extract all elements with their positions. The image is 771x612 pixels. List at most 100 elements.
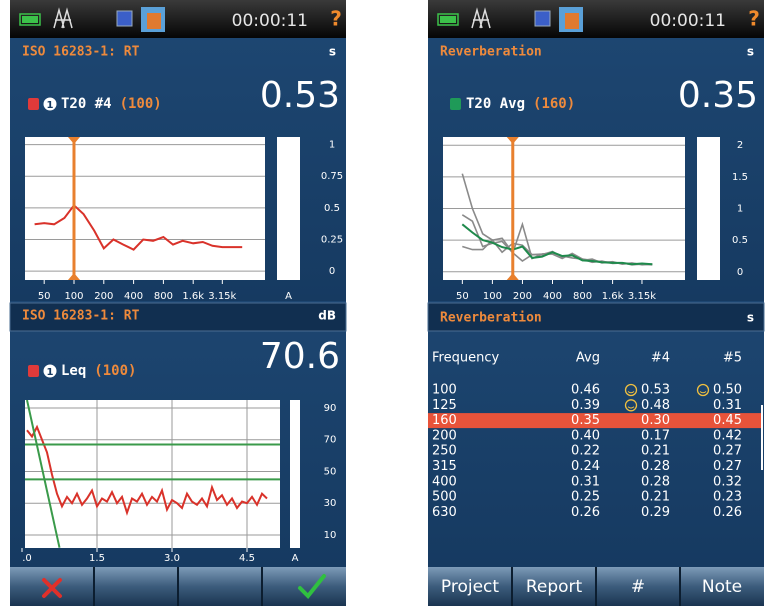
table-cell[interactable]: 0.26 bbox=[713, 505, 742, 520]
panel-title: ISO 16283-1: RT bbox=[22, 45, 140, 60]
battery-icon bbox=[19, 13, 41, 26]
table-cell[interactable]: 0.28 bbox=[641, 474, 670, 489]
panel-unit: s bbox=[747, 311, 754, 325]
x-tick-label: 4.5 bbox=[239, 553, 255, 564]
table-cell[interactable]: 0.53 bbox=[641, 383, 670, 398]
x-tick-label: 800 bbox=[154, 291, 173, 302]
readout-frequency: (100) bbox=[120, 96, 162, 112]
data-line bbox=[461, 223, 653, 266]
readout-frequency: (100) bbox=[94, 363, 136, 379]
x-tick-label: 100 bbox=[64, 291, 83, 302]
x-tick-label: 3.0 bbox=[164, 553, 180, 564]
table-cell[interactable]: 200 bbox=[432, 428, 457, 443]
table-cell[interactable]: 0.46 bbox=[571, 383, 600, 398]
y-tick-label: 90 bbox=[324, 403, 337, 414]
table-cell[interactable]: 315 bbox=[432, 459, 457, 474]
data-line bbox=[34, 203, 243, 251]
panel-unit: s bbox=[329, 45, 336, 59]
status-icon bbox=[696, 383, 710, 397]
panel-header bbox=[9, 302, 347, 332]
battery-icon bbox=[437, 13, 459, 26]
x-tick-label: 100 bbox=[483, 291, 502, 302]
x-tick-label: 50 bbox=[456, 291, 469, 302]
channel-color bbox=[28, 365, 39, 377]
table-cell[interactable]: 0.26 bbox=[571, 505, 600, 520]
cancel-button[interactable] bbox=[42, 578, 62, 598]
status-icon-face bbox=[699, 391, 707, 394]
table-cell[interactable]: 160 bbox=[432, 413, 457, 428]
window-icon bbox=[534, 10, 551, 27]
y-tick-label: 1 bbox=[737, 204, 743, 215]
panel-title: ISO 16283-1: RT bbox=[22, 309, 140, 324]
table-cell[interactable]: 0.39 bbox=[571, 398, 600, 413]
help-button[interactable]: ? bbox=[330, 7, 342, 31]
readout: T20 #4 (100) bbox=[61, 96, 162, 112]
table-cell[interactable]: 0.40 bbox=[571, 428, 600, 443]
panel-title: Reverberation bbox=[440, 311, 542, 326]
readout-label: Leq bbox=[61, 363, 86, 379]
soft-button[interactable]: Note bbox=[702, 577, 742, 597]
table-cell[interactable]: 0.48 bbox=[641, 398, 670, 413]
table-cell[interactable]: 0.23 bbox=[713, 490, 742, 505]
help-button[interactable]: ? bbox=[748, 7, 760, 31]
table-cell[interactable]: 400 bbox=[432, 474, 457, 489]
soft-button[interactable]: Project bbox=[441, 577, 499, 597]
table-cell[interactable]: 0.31 bbox=[571, 474, 600, 489]
readout: T20 Avg (160) bbox=[466, 96, 575, 112]
device-screen: 00:00:11 ? Reverberation s T20 Avg (160) 0.35 2… bbox=[427, 0, 765, 606]
antenna-icon bbox=[53, 7, 73, 29]
status-icon bbox=[624, 399, 638, 412]
data-line bbox=[26, 400, 61, 548]
column-header: #4 bbox=[651, 351, 670, 366]
readout: Leq (100) bbox=[61, 363, 136, 379]
level-bar bbox=[290, 400, 300, 548]
table-cell[interactable]: 0.35 bbox=[571, 413, 600, 428]
readout-label: T20 #4 bbox=[61, 96, 112, 112]
table-cell[interactable]: 0.22 bbox=[571, 444, 600, 459]
y-tick-label: 1 bbox=[329, 140, 335, 151]
y-tick-label: 2 bbox=[737, 140, 743, 151]
readout-value: 0.35 bbox=[678, 75, 758, 116]
table-cell[interactable]: 0.21 bbox=[641, 490, 670, 505]
table-cell[interactable]: 0.25 bbox=[571, 490, 600, 505]
table-cell[interactable]: 100 bbox=[432, 383, 457, 398]
table-cell[interactable]: 0.45 bbox=[713, 413, 742, 428]
clock: 00:00:11 bbox=[650, 11, 726, 31]
table-cell[interactable]: 0.31 bbox=[713, 398, 742, 413]
level-bar-label: A bbox=[292, 553, 299, 564]
device-screen: 00:00:11 ? ISO 16283-1: RT s 1 T20 #4 (100) 0.5… bbox=[9, 0, 347, 606]
x-tick-label: 400 bbox=[124, 291, 143, 302]
table-cell[interactable]: 0.50 bbox=[713, 383, 742, 398]
table-cell[interactable]: 250 bbox=[432, 444, 457, 459]
y-tick-label: 30 bbox=[324, 498, 337, 509]
x-tick-label: 1.6k bbox=[182, 291, 204, 302]
confirm-button[interactable] bbox=[298, 574, 326, 599]
table-cell[interactable]: 500 bbox=[432, 490, 457, 505]
soft-button[interactable]: # bbox=[631, 577, 645, 597]
battery-level bbox=[440, 16, 456, 23]
table-cell[interactable]: 0.32 bbox=[713, 474, 742, 489]
panel-unit: s bbox=[747, 45, 754, 59]
table-cell[interactable]: 125 bbox=[432, 398, 457, 413]
antenna-icon bbox=[471, 7, 491, 29]
table-cell[interactable]: 630 bbox=[432, 505, 457, 520]
table-cell[interactable]: 0.29 bbox=[641, 505, 670, 520]
x-tick-label: 800 bbox=[573, 291, 592, 302]
y-tick-label: 0.5 bbox=[324, 203, 340, 214]
plot-area bbox=[25, 137, 265, 280]
level-bar bbox=[277, 137, 300, 280]
table-cell[interactable]: 0.28 bbox=[641, 459, 670, 474]
table-cell[interactable]: 0.30 bbox=[641, 413, 670, 428]
table-cell[interactable]: 0.27 bbox=[713, 444, 742, 459]
x-tick-label: 50 bbox=[38, 291, 51, 302]
table-cell[interactable]: 0.27 bbox=[713, 459, 742, 474]
y-tick-label: 1.5 bbox=[732, 172, 748, 183]
y-tick-label: 0.75 bbox=[321, 171, 343, 182]
channel-number: 1 bbox=[47, 100, 54, 111]
table-cell[interactable]: 0.21 bbox=[641, 444, 670, 459]
table-cell[interactable]: 0.17 bbox=[641, 428, 670, 443]
x-tick-label: .0 bbox=[22, 553, 32, 564]
soft-button[interactable]: Report bbox=[526, 577, 583, 597]
table-cell[interactable]: 0.24 bbox=[571, 459, 600, 474]
table-cell[interactable]: 0.42 bbox=[713, 428, 742, 443]
